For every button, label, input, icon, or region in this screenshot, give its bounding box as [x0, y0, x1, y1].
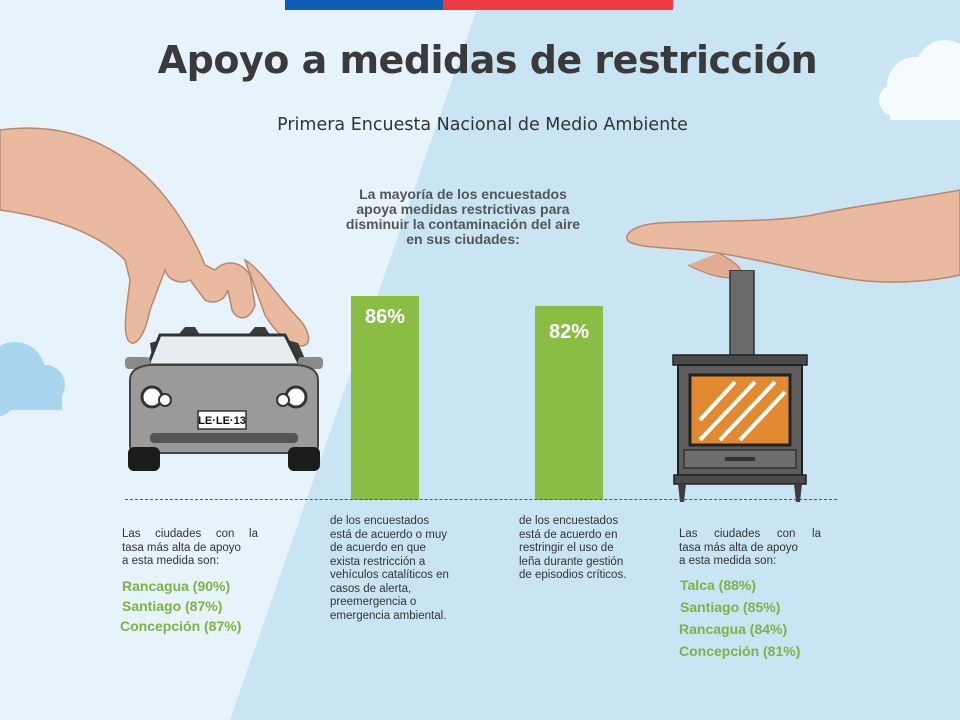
firewood-description-line: leña durante gestión: [519, 555, 624, 568]
firewood-description-line: está de acuerdo en: [519, 528, 618, 541]
intro-line: en sus ciudades:: [406, 231, 520, 247]
left-city-item: Rancagua (90%): [122, 578, 231, 594]
left-city-item: Santiago (87%): [122, 598, 223, 614]
baseline-divider: [125, 499, 837, 500]
firewood-description-line: de los encuestados: [519, 515, 619, 527]
firewood-description-line: restringir el uso de: [519, 542, 614, 554]
flag-stripe-blue: [285, 0, 443, 10]
right-cities-intro-line: tasa más alta de apoyo: [679, 541, 798, 554]
hand-left-illustration: [0, 127, 310, 347]
right-city-item: Talca (88%): [680, 577, 756, 593]
right-cities-intro-line: Las ciudades con la: [679, 528, 821, 540]
flag-stripe-red: [443, 0, 673, 10]
hand-right-illustration: [626, 189, 960, 283]
license-plate-text: LE·LE·13: [198, 415, 246, 427]
left-cities-intro: Las ciudades con la tasa más alta de apo…: [122, 528, 258, 569]
bar-value-label: 82%: [548, 321, 590, 343]
left-cities-intro-line: tasa más alta de apoyo: [122, 541, 241, 554]
stove-illustration: [672, 270, 808, 502]
intro-text: La mayoría de los encuestados apoya medi…: [313, 187, 613, 247]
right-cities-intro-line: a esta medida son:: [679, 555, 777, 567]
vehicle-description-line: preemergencia o: [330, 596, 417, 608]
left-cities-intro-line: a esta medida son:: [122, 555, 220, 567]
intro-line: apoya medidas restrictivas para: [356, 201, 570, 217]
bar-vehicle-restriction: 86%: [351, 296, 419, 500]
right-city-item: Santiago (85%): [680, 599, 781, 615]
cloud-left-icon: [0, 342, 65, 417]
page-subtitle: Primera Encuesta Nacional de Medio Ambie…: [277, 115, 688, 135]
bar-value-label: 86%: [364, 306, 406, 328]
firewood-description-line: de episodios críticos.: [519, 569, 627, 581]
right-city-item: Rancagua (84%): [679, 621, 788, 637]
vehicle-description-line: de los encuestados: [330, 515, 430, 527]
vehicle-description-line: de acuerdo en que: [330, 542, 426, 554]
bar-firewood-restriction: 82%: [535, 306, 603, 500]
vehicle-description-line: exista restricción a: [330, 555, 426, 568]
vehicle-description-line: casos de alerta,: [330, 582, 412, 595]
left-city-item: Concepción (87%): [120, 618, 242, 634]
firewood-bar-description: de los encuestados está de acuerdo en re…: [519, 515, 649, 583]
page-title: Apoyo a medidas de restricción: [157, 38, 818, 82]
cloud-right-icon: [879, 40, 960, 120]
car-illustration: LE·LE·13: [125, 327, 323, 471]
right-cities-intro: Las ciudades con la tasa más alta de apo…: [679, 528, 821, 569]
vehicle-description-line: vehículos catalíticos en: [330, 569, 449, 581]
intro-line: disminuir la contaminación del aire: [345, 216, 581, 232]
left-cities-intro-line: Las ciudades con la: [122, 528, 258, 540]
vehicle-description-line: emergencia ambiental.: [330, 609, 447, 622]
right-city-item: Concepción (81%): [679, 643, 801, 659]
intro-line: La mayoría de los encuestados: [359, 186, 567, 202]
vehicle-description-line: está de acuerdo o muy: [330, 528, 447, 541]
vehicle-bar-description: de los encuestados está de acuerdo o muy…: [330, 515, 470, 623]
